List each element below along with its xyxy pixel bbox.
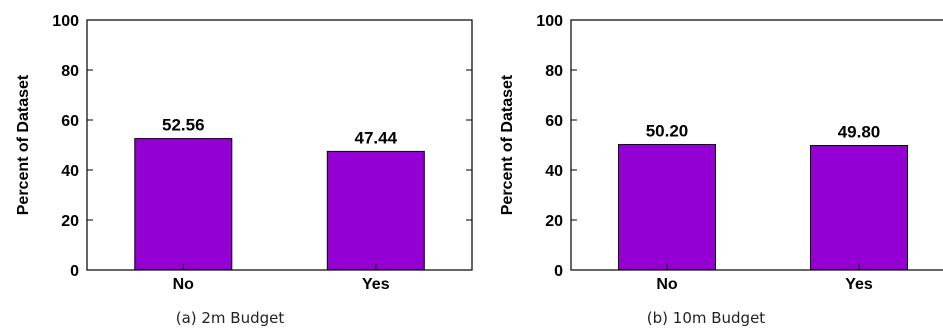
- y-tick-label-80: 80: [545, 63, 563, 80]
- data-label-yes: 49.80: [838, 123, 881, 142]
- y-tick-label-0: 0: [70, 263, 79, 280]
- y-tick-label-100: 100: [536, 13, 563, 30]
- y-tick-label-20: 20: [61, 213, 79, 230]
- x-tick-label-no: No: [173, 276, 195, 293]
- y-tick-label-20: 20: [545, 213, 563, 230]
- y-tick-label-60: 60: [545, 113, 563, 130]
- bar-no: [618, 144, 716, 271]
- bar-no: [134, 138, 233, 271]
- x-tick-label-yes: Yes: [845, 276, 873, 293]
- y-tick-label-40: 40: [545, 163, 563, 180]
- x-tick-label-yes: Yes: [362, 276, 390, 293]
- y-tick-label-0: 0: [554, 263, 563, 280]
- y-tick-label-100: 100: [52, 13, 79, 30]
- y-axis-label: Percent of Dataset: [499, 74, 516, 215]
- bar-yes: [810, 145, 908, 271]
- y-tick-label-80: 80: [61, 63, 79, 80]
- plot-frame: [570, 19, 943, 271]
- plot-frame: [86, 19, 473, 271]
- figure-caption-b: (b) 10m Budget: [647, 309, 766, 327]
- y-axis-label: Percent of Dataset: [15, 74, 32, 215]
- y-tick-label-40: 40: [61, 163, 79, 180]
- y-tick-label-60: 60: [61, 113, 79, 130]
- x-tick-label-no: No: [656, 276, 678, 293]
- chart-panel-b: 50.20 No 49.80 Yes 0 20 40 60 80 100 Percent of Da…: [499, 13, 943, 327]
- data-label-yes: 47.44: [355, 128, 398, 147]
- figure-caption-a: (a) 2m Budget: [176, 309, 285, 327]
- chart-panel-a: 52.56 No 47.44 Yes 0 20 40 60 80 100 Percent of Da…: [15, 13, 473, 327]
- bar-yes: [326, 150, 425, 271]
- data-label-no: 50.20: [646, 122, 689, 141]
- data-label-no: 52.56: [162, 116, 205, 135]
